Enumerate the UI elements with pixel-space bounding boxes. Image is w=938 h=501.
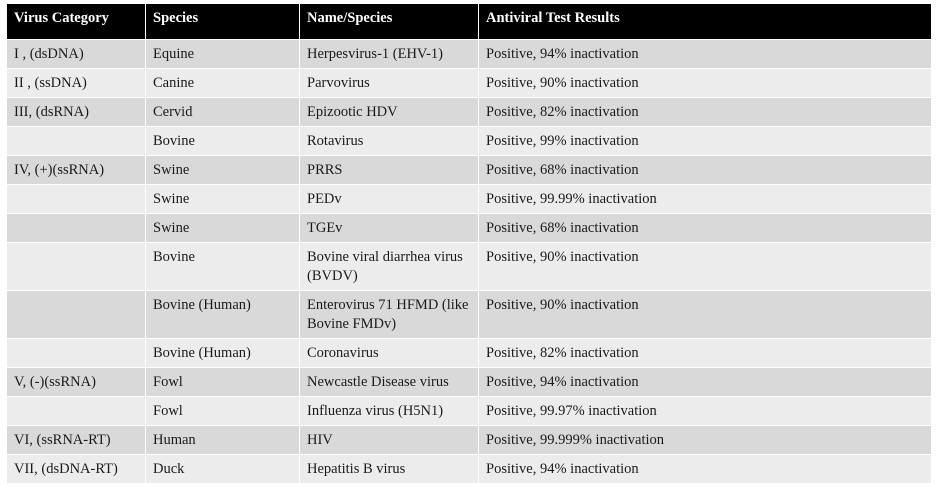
species-cell: Swine xyxy=(145,213,300,243)
test-result-cell: Positive, 99.999% inactivation xyxy=(478,425,932,455)
test-result-cell: Positive, 94% inactivation xyxy=(478,454,932,484)
name-species-cell: Parvovirus xyxy=(299,68,479,98)
table-row: VI, (ssRNA-RT) Human HIV Positive, 99.999% … xyxy=(6,425,932,455)
test-result-cell: Positive, 82% inactivation xyxy=(478,97,932,127)
header-name-species: Name/Species xyxy=(299,3,479,40)
species-cell: Equine xyxy=(145,39,300,69)
virus-category-cell: III, (dsRNA) xyxy=(6,97,146,127)
virus-category-cell: V, (-)(ssRNA) xyxy=(6,367,146,397)
test-result-cell: Positive, 82% inactivation xyxy=(478,338,932,368)
table-row: Swine PEDv Positive, 99.99% inactivation xyxy=(6,184,932,214)
virus-category-cell xyxy=(6,396,146,426)
virus-category-cell xyxy=(6,290,146,339)
name-species-cell: Epizootic HDV xyxy=(299,97,479,127)
table-row: Bovine Rotavirus Positive, 99% inactivatio… xyxy=(6,126,932,156)
virus-category-cell: II , (ssDNA) xyxy=(6,68,146,98)
table-row: II , (ssDNA) Canine Parvovirus Positive, 90… xyxy=(6,68,932,98)
test-result-cell: Positive, 94% inactivation xyxy=(478,367,932,397)
header-antiviral-test-results: Antiviral Test Results xyxy=(478,3,932,40)
test-result-cell: Positive, 90% inactivation xyxy=(478,242,932,291)
test-result-cell: Positive, 68% inactivation xyxy=(478,155,932,185)
name-species-cell: HIV xyxy=(299,425,479,455)
species-cell: Swine xyxy=(145,155,300,185)
species-cell: Duck xyxy=(145,454,300,484)
species-cell: Fowl xyxy=(145,367,300,397)
table-row: IV, (+)(ssRNA) Swine PRRS Positive, 68% ina… xyxy=(6,155,932,185)
species-cell: Bovine xyxy=(145,126,300,156)
virus-category-cell: VI, (ssRNA-RT) xyxy=(6,425,146,455)
antiviral-results-table: Virus Category Species Name/Species Anti… xyxy=(6,3,932,484)
virus-category-cell xyxy=(6,242,146,291)
species-cell: Swine xyxy=(145,184,300,214)
table-row: III, (dsRNA) Cervid Epizootic HDV Positive,… xyxy=(6,97,932,127)
species-cell: Human xyxy=(145,425,300,455)
table-row: Fowl Influenza virus (H5N1) Positive, 99.9… xyxy=(6,396,932,426)
header-virus-category: Virus Category xyxy=(6,3,146,40)
name-species-cell: Hepatitis B virus xyxy=(299,454,479,484)
header-row: Virus Category Species Name/Species Anti… xyxy=(6,3,932,40)
test-result-cell: Positive, 99.97% inactivation xyxy=(478,396,932,426)
virus-category-cell: VII, (dsDNA-RT) xyxy=(6,454,146,484)
name-species-cell: TGEv xyxy=(299,213,479,243)
name-species-cell: Rotavirus xyxy=(299,126,479,156)
test-result-cell: Positive, 90% inactivation xyxy=(478,290,932,339)
table-row: Bovine (Human) Enterovirus 71 HFMD (like … xyxy=(6,290,932,339)
name-species-cell: Bovine viral diarrhea virus (BVDV) xyxy=(299,242,479,291)
species-cell: Bovine xyxy=(145,242,300,291)
virus-category-cell: IV, (+)(ssRNA) xyxy=(6,155,146,185)
name-species-cell: Herpesvirus-1 (EHV-1) xyxy=(299,39,479,69)
name-species-cell: PRRS xyxy=(299,155,479,185)
name-species-cell: PEDv xyxy=(299,184,479,214)
name-species-cell: Coronavirus xyxy=(299,338,479,368)
virus-category-cell xyxy=(6,338,146,368)
virus-category-cell xyxy=(6,184,146,214)
name-species-cell: Newcastle Disease virus xyxy=(299,367,479,397)
test-result-cell: Positive, 94% inactivation xyxy=(478,39,932,69)
species-cell: Bovine (Human) xyxy=(145,338,300,368)
virus-category-cell xyxy=(6,126,146,156)
name-species-cell: Enterovirus 71 HFMD (like Bovine FMDv) xyxy=(299,290,479,339)
header-species: Species xyxy=(145,3,300,40)
table-row: Bovine Bovine viral diarrhea virus (BVDV)… xyxy=(6,242,932,291)
test-result-cell: Positive, 90% inactivation xyxy=(478,68,932,98)
test-result-cell: Positive, 99.99% inactivation xyxy=(478,184,932,214)
table-row: VII, (dsDNA-RT) Duck Hepatitis B virus Posi… xyxy=(6,454,932,484)
test-result-cell: Positive, 99% inactivation xyxy=(478,126,932,156)
species-cell: Canine xyxy=(145,68,300,98)
table-row: V, (-)(ssRNA) Fowl Newcastle Disease virus… xyxy=(6,367,932,397)
species-cell: Fowl xyxy=(145,396,300,426)
virus-category-cell xyxy=(6,213,146,243)
test-result-cell: Positive, 68% inactivation xyxy=(478,213,932,243)
table-row: Bovine (Human) Coronavirus Positive, 82% i… xyxy=(6,338,932,368)
species-cell: Cervid xyxy=(145,97,300,127)
table-row: Swine TGEv Positive, 68% inactivation xyxy=(6,213,932,243)
name-species-cell: Influenza virus (H5N1) xyxy=(299,396,479,426)
virus-category-cell: I , (dsDNA) xyxy=(6,39,146,69)
species-cell: Bovine (Human) xyxy=(145,290,300,339)
table-row: I , (dsDNA) Equine Herpesvirus-1 (EHV-1) Po… xyxy=(6,39,932,69)
